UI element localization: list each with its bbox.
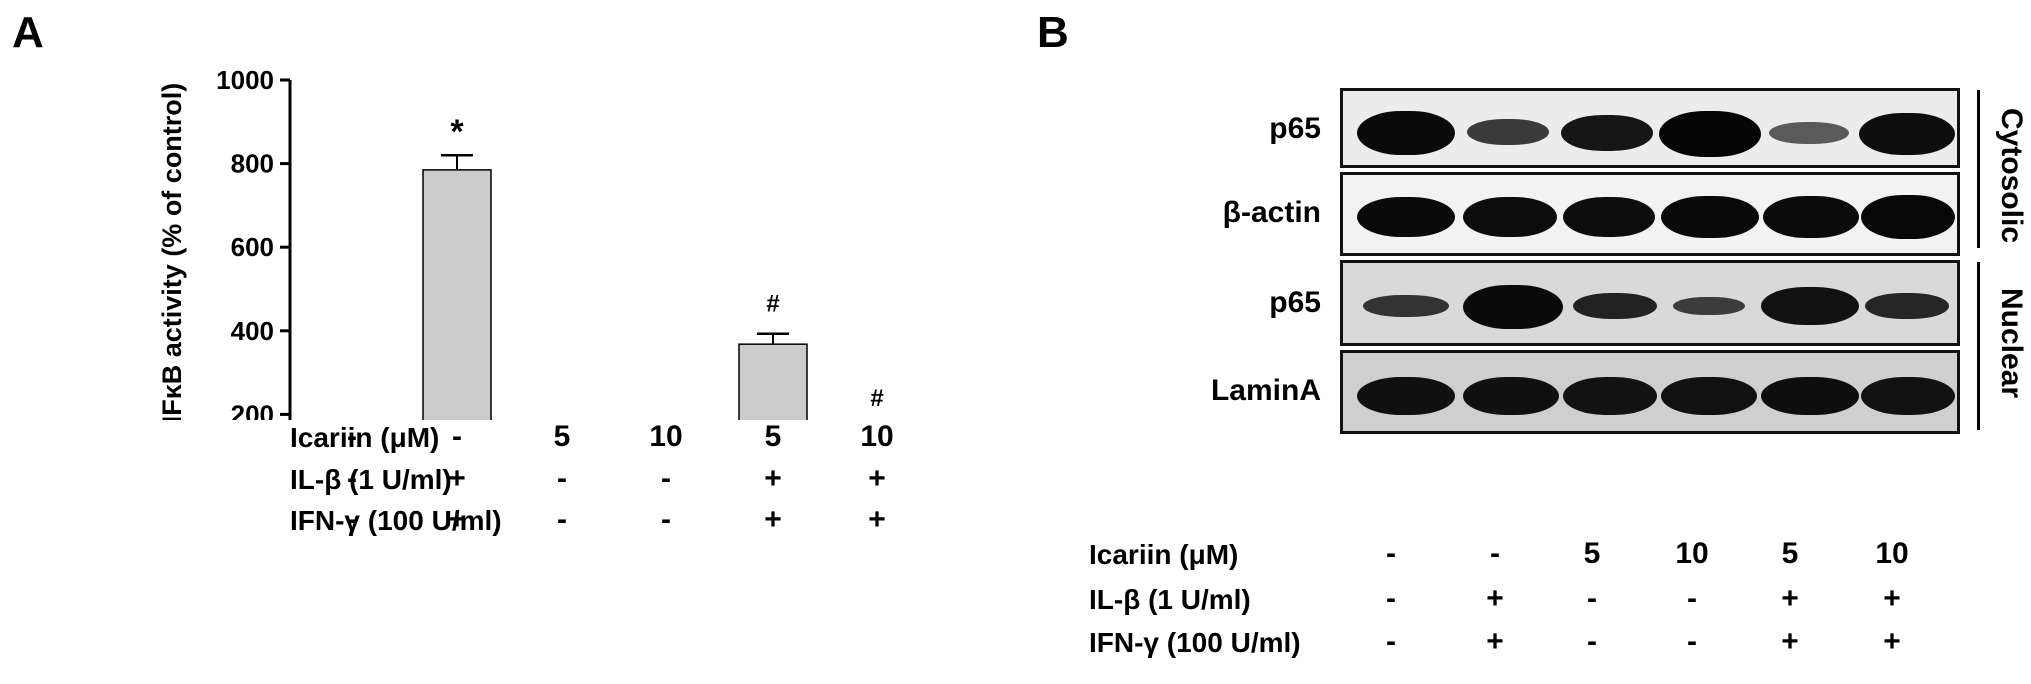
treatment-b-cell-r2-c2: + (1486, 582, 1504, 615)
treatment-b-cell-r1-c6: 10 (1875, 537, 1909, 570)
treatment-a-cell-r1-c1: - (347, 420, 357, 453)
bar-2 (422, 169, 492, 420)
treatment-a-cell-r1-c3: 5 (553, 420, 571, 453)
y-tick-label-400: 400 (231, 316, 274, 346)
treatment-label-icariin: Icariin (μM) (290, 422, 440, 453)
treatment-b-cell-r2-c6: + (1883, 582, 1901, 615)
treatment-b-cell-r3-c6: + (1883, 625, 1901, 658)
treatment-a-cell-r3-c4: - (661, 503, 671, 536)
blot-label-actin: β-actin (1222, 196, 1321, 229)
treatment-a-cell-r2-c1: - (347, 462, 357, 495)
panel-label-a: A (12, 8, 44, 57)
blot-label-p65-nuclear: p65 (1269, 286, 1321, 319)
y-tick-label-800: 800 (231, 149, 274, 179)
treatment-label-icariin-b: Icariin (μM) (1089, 539, 1239, 570)
treatment-b-cell-r3-c5: + (1781, 625, 1799, 658)
treatment-b-cell-r1-c1: - (1386, 537, 1396, 570)
treatment-b-cell-r2-c4: - (1687, 582, 1697, 615)
treatment-a-cell-r3-c3: - (557, 503, 567, 536)
treatment-b-cell-r1-c4: 10 (1675, 537, 1709, 570)
treatment-a-cell-r1-c5: 5 (764, 420, 782, 453)
blot-label-lamin: LaminA (1210, 374, 1321, 407)
blot-row-lamin (1340, 350, 1960, 434)
treatment-a-cell-r3-c2: + (448, 503, 466, 536)
treatment-a-cell-r2-c2: + (448, 462, 466, 495)
treatment-b-cell-r3-c1: - (1386, 625, 1396, 658)
treatment-b-cell-r3-c3: - (1587, 625, 1597, 658)
fraction-label-nuclear: Nuclear (1995, 288, 2028, 399)
y-tick-label-1000: 1000 (216, 65, 274, 95)
treatment-b-cell-r3-c2: + (1486, 625, 1504, 658)
y-tick-label-200: 200 (231, 399, 274, 420)
nuclear-bracket (1977, 262, 1980, 430)
treatment-a-cell-r1-c2: - (452, 420, 462, 453)
treatment-b-cell-r2-c1: - (1386, 582, 1396, 615)
treatment-a-cell-r1-c4: 10 (649, 420, 683, 453)
y-axis-label: NFκB activity (% of control) (157, 83, 187, 420)
treatment-b-cell-r2-c5: + (1781, 582, 1799, 615)
treatment-b-cell-r1-c5: 5 (1781, 537, 1799, 570)
blot-row-p65-nuclear (1340, 260, 1960, 346)
treatment-label-ifn-b: IFN-γ (100 U/ml) (1089, 627, 1301, 658)
significance-marker-2: * (450, 113, 464, 151)
treatment-a-cell-r2-c4: - (661, 462, 671, 495)
treatment-label-ifn: IFN-γ (100 U/ml) (290, 505, 502, 536)
treatment-b-cell-r1-c3: 5 (1583, 537, 1601, 570)
significance-marker-6: # (870, 385, 883, 412)
blot-row-p65-cytosolic (1340, 88, 1960, 168)
treatment-a-cell-r3-c5: + (764, 503, 782, 536)
treatment-a-cell-r2-c6: + (868, 462, 886, 495)
treatment-b-cell-r2-c3: - (1587, 582, 1597, 615)
treatment-b-cell-r3-c4: - (1687, 625, 1697, 658)
treatment-a-cell-r3-c6: + (868, 503, 886, 536)
bar-5 (738, 343, 808, 420)
treatment-a-cell-r2-c5: + (764, 462, 782, 495)
cytosolic-bracket (1977, 90, 1980, 248)
treatment-b-cell-r1-c2: - (1490, 537, 1500, 570)
y-tick-label-600: 600 (231, 232, 274, 262)
treatment-a-cell-r3-c1: - (347, 503, 357, 536)
treatment-a-cell-r2-c3: - (557, 462, 567, 495)
panel-label-b: B (1037, 8, 1069, 57)
treatment-label-il-b: IL-β (1 U/ml) (1089, 584, 1251, 615)
significance-marker-5: # (766, 291, 779, 318)
bar-chart: *##02004006008001000NFκB activity (% of … (157, 65, 884, 420)
blot-label-p65-cytosolic: p65 (1269, 112, 1321, 145)
treatment-a-cell-r1-c6: 10 (860, 420, 894, 453)
blot-row-actin (1340, 172, 1960, 256)
treatment-label-il: IL-β (1 U/ml) (290, 464, 452, 495)
fraction-label-cytosolic: Cytosolic (1995, 108, 2028, 244)
